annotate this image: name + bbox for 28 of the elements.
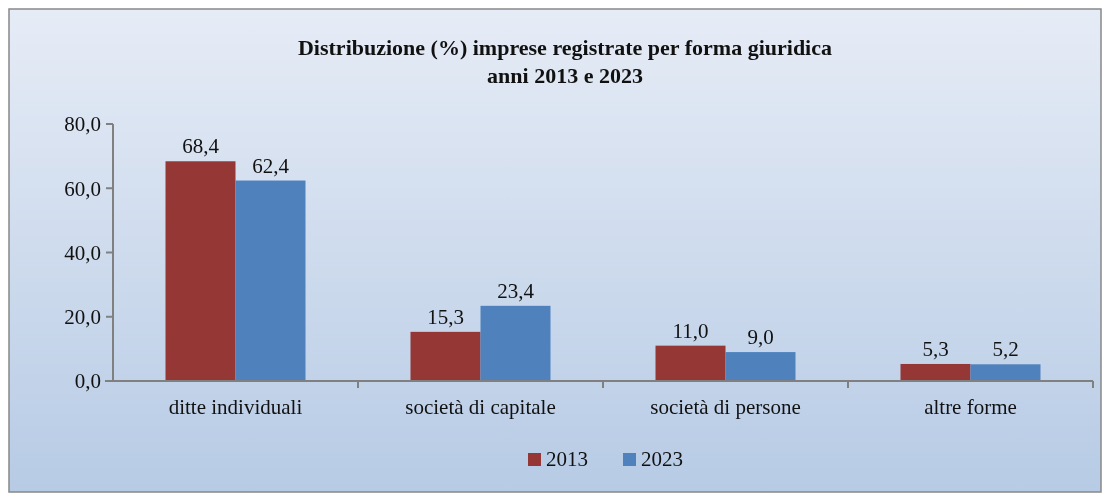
x-tick-label: società di persone xyxy=(650,395,801,419)
y-tick-label: 20,0 xyxy=(64,305,101,330)
data-label: 5,3 xyxy=(922,336,949,361)
data-label: 15,3 xyxy=(427,304,464,329)
x-tick-label: società di capitale xyxy=(405,395,556,419)
x-tick-label: ditte individuali xyxy=(168,395,303,419)
y-tick-label: 80,0 xyxy=(64,112,101,137)
data-label: 68,4 xyxy=(182,134,220,159)
data-label: 23,4 xyxy=(497,278,535,303)
x-tick-label: altre forme xyxy=(924,395,1017,419)
bar xyxy=(410,331,481,381)
bar xyxy=(655,345,726,381)
data-label: 11,0 xyxy=(672,318,709,343)
y-tick-label: 60,0 xyxy=(64,176,101,201)
bar xyxy=(480,305,551,381)
data-label: 9,0 xyxy=(747,325,774,350)
bar xyxy=(165,161,236,381)
bar xyxy=(900,363,971,381)
bar xyxy=(725,352,796,381)
y-tick-label: 40,0 xyxy=(64,240,101,265)
data-label: 5,2 xyxy=(992,337,1019,362)
data-label: 62,4 xyxy=(252,153,290,178)
y-tick-label: 0,0 xyxy=(74,369,101,394)
bar xyxy=(235,180,306,381)
legend-label: 2023 xyxy=(641,447,683,471)
bar xyxy=(970,364,1041,381)
legend-label: 2013 xyxy=(546,447,588,471)
chart-title: Distribuzione (%) imprese registrate per forma giuridica anni 2013 e 2023 xyxy=(297,35,833,88)
